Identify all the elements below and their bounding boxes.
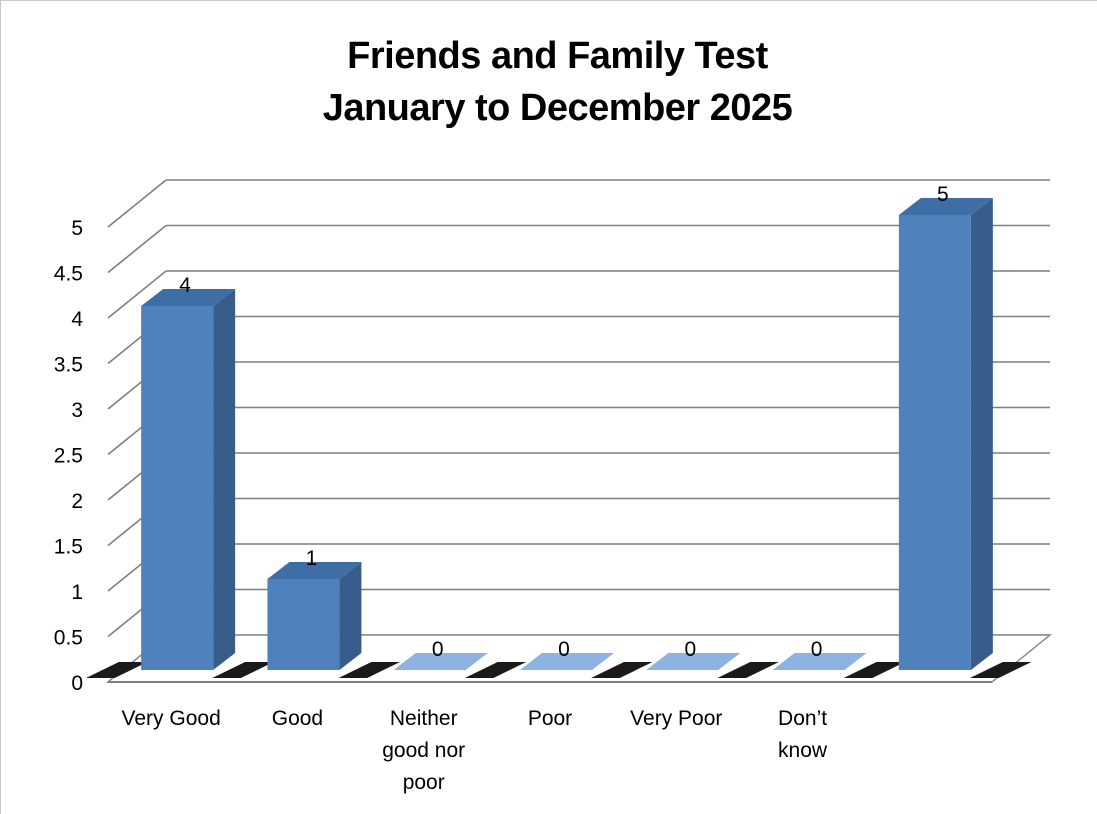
y-tick-label: 2.5 bbox=[54, 445, 83, 468]
x-category-label: Poor bbox=[528, 707, 572, 730]
y-tick-label: 1.5 bbox=[54, 536, 83, 559]
x-category-label: Very Poor bbox=[630, 707, 722, 730]
bar bbox=[772, 653, 867, 670]
x-category-label: poor bbox=[403, 771, 445, 794]
data-label: 5 bbox=[937, 183, 949, 206]
chart-title-line-2: January to December 2025 bbox=[322, 87, 793, 129]
bar bbox=[898, 215, 971, 670]
x-axis-category-labels: Very Good Good Neither good nor poor Poor Very… bbox=[122, 707, 828, 794]
bar bbox=[646, 653, 741, 670]
floor-shadow-stripe bbox=[86, 662, 148, 678]
x-category-label: know bbox=[778, 739, 828, 762]
data-label: 1 bbox=[306, 547, 318, 570]
data-label: 0 bbox=[684, 638, 696, 661]
floor-shadow-stripe bbox=[338, 662, 400, 678]
x-category-label: Don’t bbox=[778, 707, 827, 730]
bars bbox=[141, 198, 993, 670]
x-category-label: good nor bbox=[382, 739, 465, 762]
bar-side-face bbox=[339, 562, 362, 670]
data-label: 4 bbox=[179, 274, 191, 297]
side-wall-gridline bbox=[107, 179, 167, 228]
y-tick-label: 5 bbox=[71, 217, 83, 240]
data-label: 0 bbox=[432, 638, 444, 661]
y-tick-label: 0 bbox=[71, 672, 83, 695]
bar-side-face bbox=[970, 198, 993, 670]
side-wall-gridline bbox=[107, 270, 167, 319]
y-tick-label: 4 bbox=[71, 308, 83, 331]
x-category-label: Neither bbox=[390, 707, 458, 730]
x-category-label: Good bbox=[272, 707, 323, 730]
y-tick-label: 3.5 bbox=[54, 354, 83, 377]
bar bbox=[520, 653, 614, 670]
data-label: 0 bbox=[811, 638, 823, 661]
floor-shadow-stripe bbox=[970, 662, 1032, 678]
bar-top-face bbox=[267, 562, 362, 579]
data-label: 0 bbox=[558, 638, 570, 661]
y-tick-label: 0.5 bbox=[54, 627, 83, 650]
chart-title: Friends and Family Test January to Decem… bbox=[0, 30, 1097, 134]
y-tick-label: 2 bbox=[71, 490, 83, 513]
bar-side-face bbox=[213, 289, 236, 670]
bar bbox=[141, 306, 214, 670]
y-tick-label: 1 bbox=[71, 581, 83, 604]
y-tick-label: 4.5 bbox=[54, 263, 83, 286]
floor-shadow-stripe bbox=[464, 662, 527, 678]
bar-top-face bbox=[141, 289, 236, 306]
floor-shadow-stripe bbox=[843, 662, 906, 678]
floor-shadow-stripe bbox=[591, 662, 653, 678]
y-axis-tick-labels: 0 0.5 1 1.5 2 2.5 3 3.5 4 4.5 5 bbox=[54, 217, 84, 695]
bar bbox=[393, 653, 488, 670]
data-labels: 4 1 0 0 0 0 5 bbox=[179, 183, 948, 661]
x-category-label: Very Good bbox=[122, 707, 221, 730]
y-tick-label: 3 bbox=[71, 399, 83, 422]
bar bbox=[267, 579, 340, 670]
floor-shadow-stripe bbox=[717, 662, 779, 678]
chart-title-line-1: Friends and Family Test bbox=[347, 35, 768, 77]
bar-top-face bbox=[898, 198, 993, 215]
floor-shadow-stripe bbox=[212, 662, 274, 678]
side-wall-gridline bbox=[107, 224, 167, 274]
